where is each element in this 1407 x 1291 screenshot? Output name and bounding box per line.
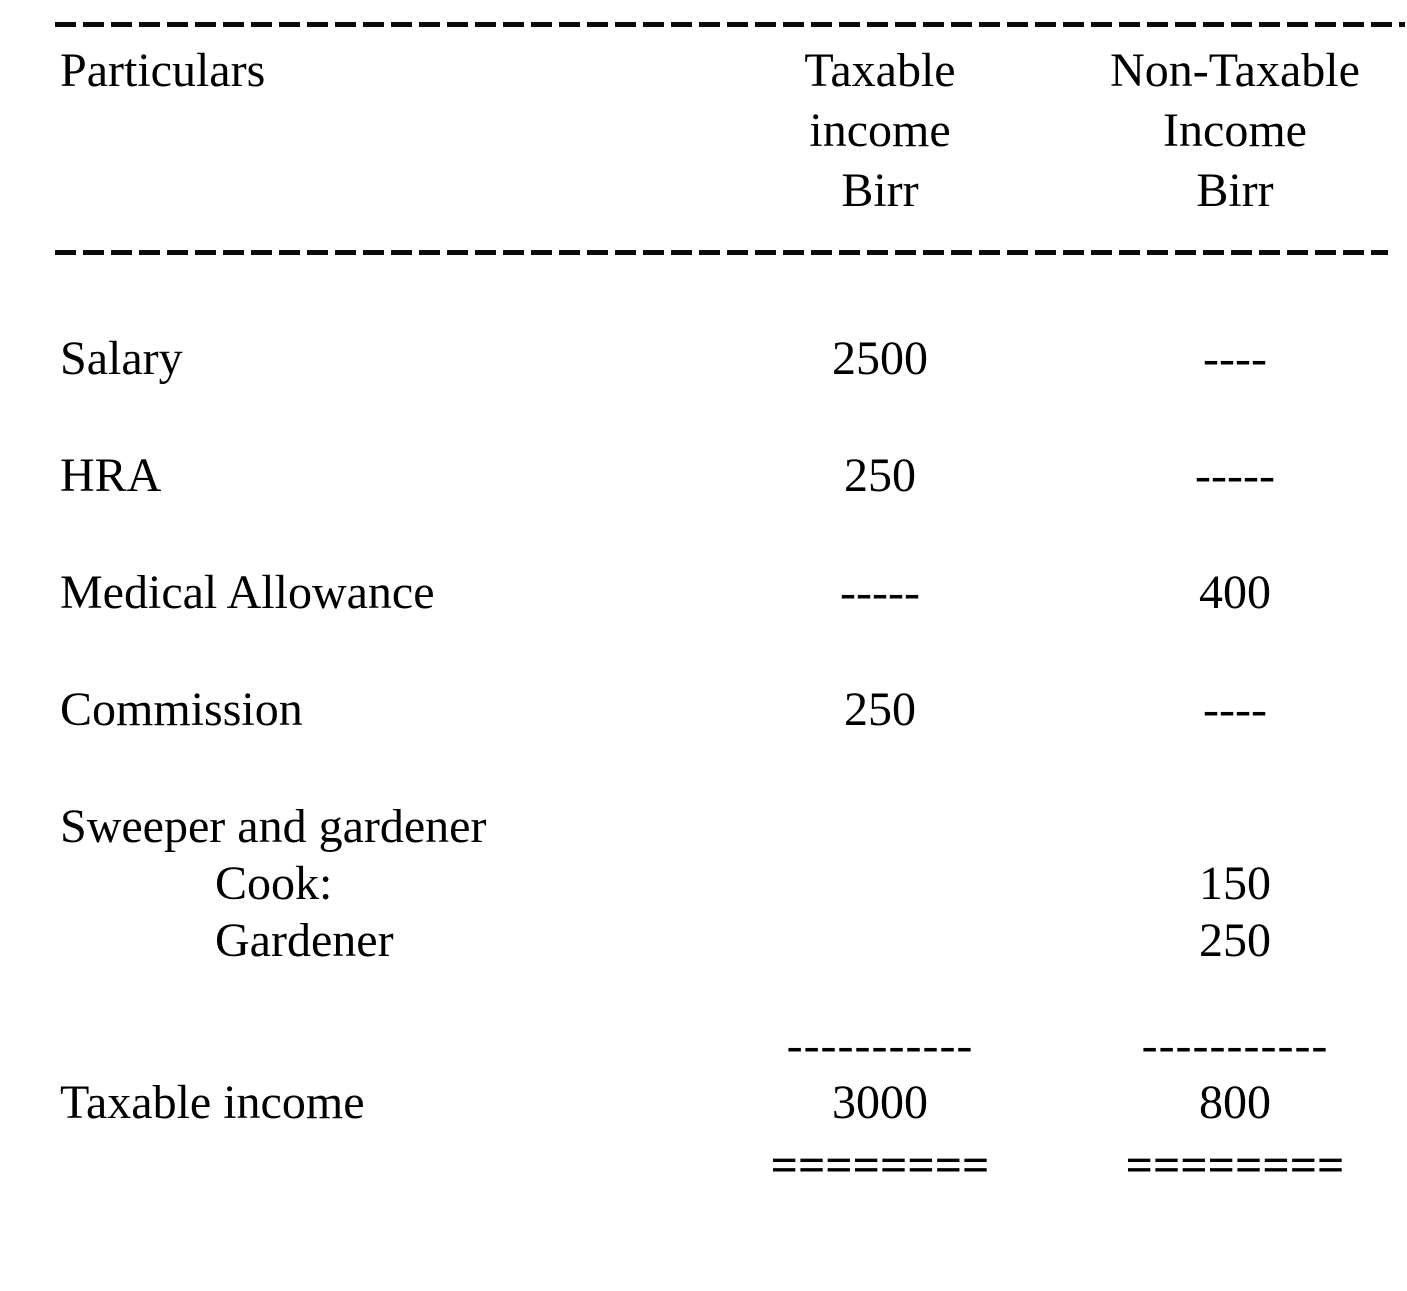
total-rule-nontaxable: ======== (1125, 1139, 1345, 1192)
header-nontaxable-line1: Non-Taxable (1110, 44, 1360, 97)
row-nontaxable-value: ---- (1203, 683, 1267, 736)
row-taxable-value (760, 855, 1000, 912)
subtotal-rule-row: ----------- ----------- (60, 1017, 1407, 1074)
row-taxable-value: 250 (844, 683, 916, 736)
table-row-commission: Commission 250 ---- (60, 681, 1407, 738)
header-taxable-line1: Taxable (804, 44, 956, 97)
row-nontaxable-value: ----- (1195, 449, 1275, 502)
row-nontaxable-value: 150 (1199, 857, 1271, 910)
table-row-sweeper-and-gardener: Sweeper and gardener (60, 798, 1407, 855)
row-taxable-value: 2500 (832, 332, 928, 385)
header-taxable-line3: Birr (841, 164, 919, 217)
table-header-row: Particulars Taxable income Birr Non-Taxa… (60, 41, 1407, 221)
header-taxable-income: Taxable income Birr (760, 41, 1000, 221)
table-row-medical-allowance: Medical Allowance ----- 400 (60, 564, 1407, 621)
row-label: Commission (60, 683, 303, 736)
header-particulars: Particulars (60, 44, 266, 97)
header-nontaxable-income: Non-Taxable Income Birr (1000, 41, 1407, 221)
header-taxable-line2: income (809, 104, 951, 157)
header-nontaxable-line3: Birr (1196, 164, 1274, 217)
row-nontaxable-value (1000, 798, 1407, 855)
header-nontaxable-line2: Income (1163, 104, 1307, 157)
row-label: Salary (60, 332, 183, 385)
table-row-gardener: Gardener 250 (60, 912, 1407, 969)
total-rule-row: ======== ======== (60, 1137, 1407, 1194)
subtotal-rule-nontaxable: ----------- (1141, 1019, 1329, 1072)
subtotal-rule-taxable: ----------- (786, 1019, 974, 1072)
row-nontaxable-value: 400 (1199, 566, 1271, 619)
total-row-label: Taxable income (60, 1076, 365, 1129)
row-label: Sweeper and gardener (60, 800, 487, 853)
subtotal-rule-spacer (60, 1017, 760, 1074)
row-label: HRA (60, 449, 162, 502)
row-label: Gardener (215, 914, 394, 967)
row-taxable-value (760, 912, 1000, 969)
row-label: Medical Allowance (60, 566, 435, 619)
table-row-taxable-income-total: Taxable income 3000 800 (60, 1074, 1407, 1131)
total-nontaxable-value: 800 (1199, 1076, 1271, 1129)
table-row-salary: Salary 2500 ---- (60, 330, 1407, 387)
total-rule-taxable: ======== (770, 1139, 990, 1192)
table-top-rule (55, 22, 1405, 27)
total-taxable-value: 3000 (832, 1076, 928, 1129)
total-rule-spacer (60, 1137, 760, 1194)
row-taxable-value: ----- (840, 566, 920, 619)
table-row-hra: HRA 250 ----- (60, 447, 1407, 504)
table-row-cook: Cook: 150 (60, 855, 1407, 912)
row-taxable-value: 250 (844, 449, 916, 502)
row-label: Cook: (215, 857, 333, 910)
row-nontaxable-value: ---- (1203, 332, 1267, 385)
row-taxable-value (760, 798, 1000, 855)
table-header-bottom-rule (55, 250, 1388, 255)
row-nontaxable-value: 250 (1199, 914, 1271, 967)
